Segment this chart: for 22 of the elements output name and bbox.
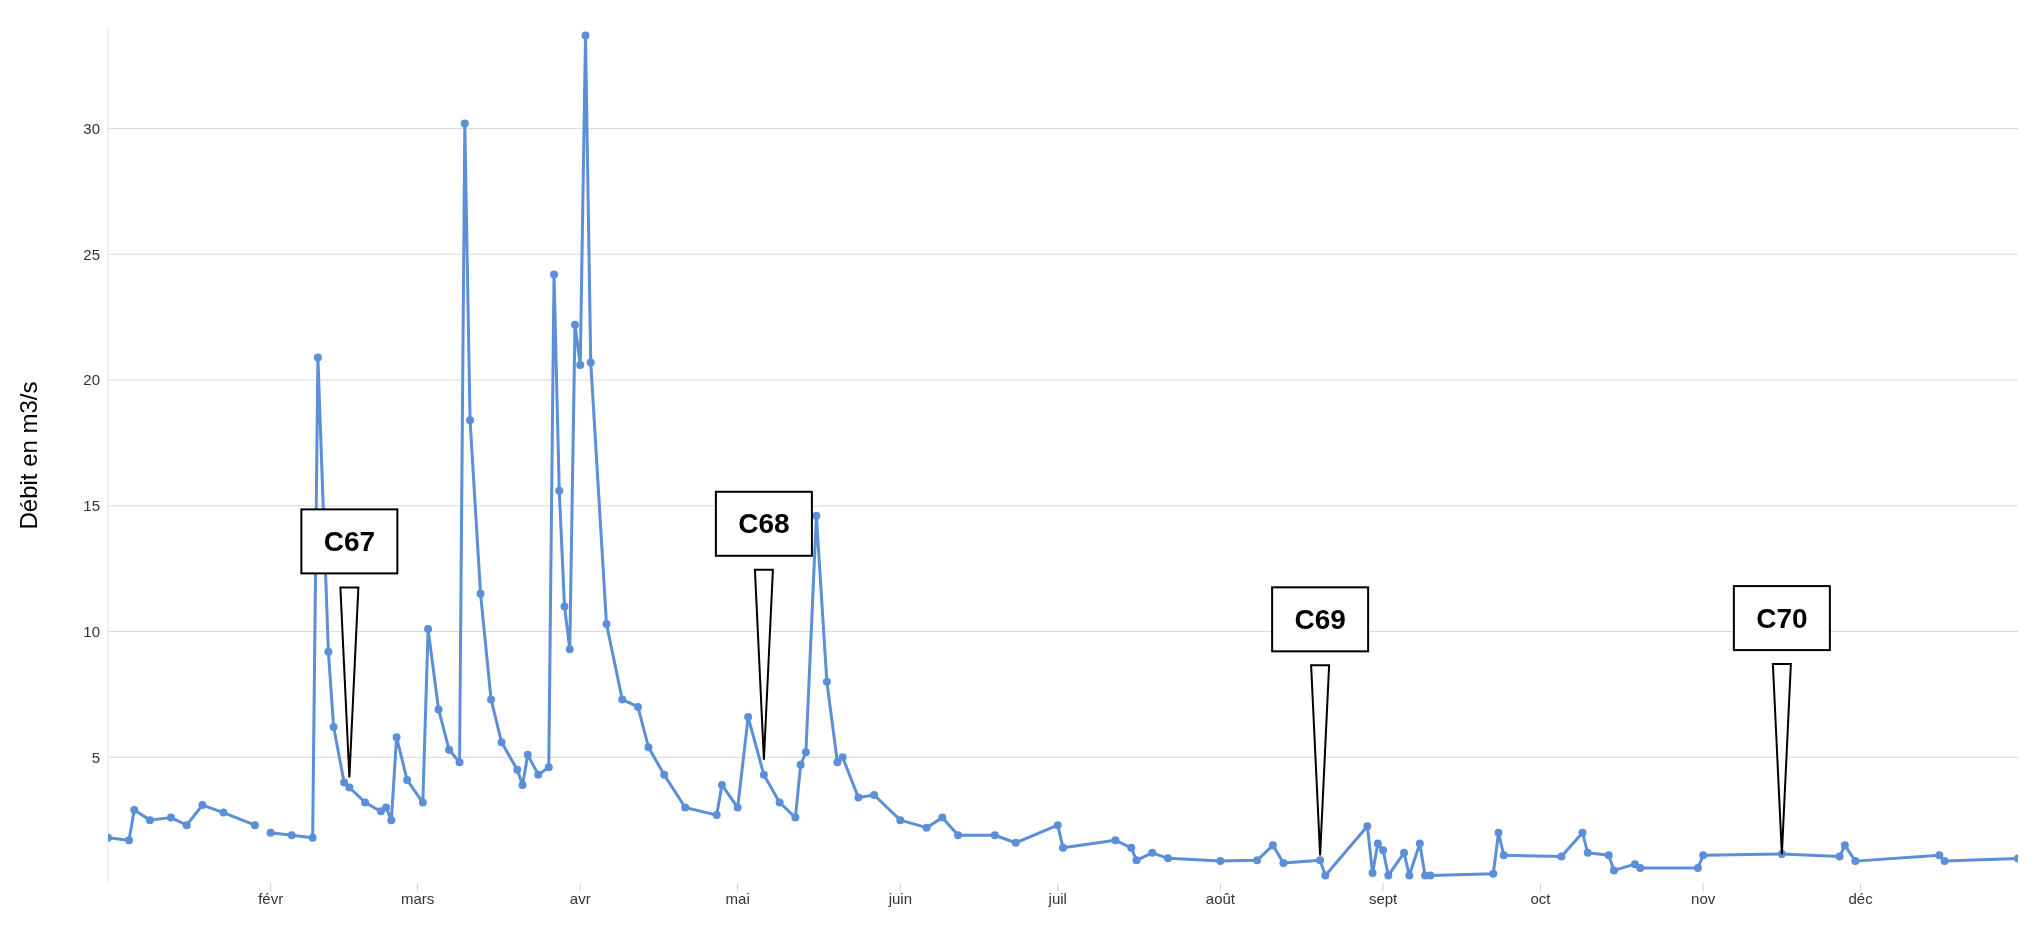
x-tick-label: oct [1530,889,1552,907]
annotation: C69 [1294,603,1346,635]
x-tick-label: avr [569,889,591,907]
annotation: C67 [323,525,376,557]
x-tick-label: déc [1848,889,1874,907]
x-tick-label: juil [1047,889,1067,907]
x-tick-label: mai [725,889,750,907]
x-tick-label: févr [258,889,284,907]
annotation: C70 [1756,602,1808,634]
x-tick-label: sept [1368,889,1399,907]
y-tick-label: 30 [83,119,100,137]
y-tick-label: 15 [83,497,100,515]
y-axis-title: Débit en m3/s [14,381,42,530]
y-tick-label: 5 [91,748,100,766]
x-tick-label: mars [400,889,435,907]
x-tick-label: nov [1691,889,1716,907]
annotation: C68 [738,508,790,540]
y-tick-label: 10 [83,622,100,640]
x-tick-label: juin [887,889,913,907]
y-tick-label: 25 [83,245,100,263]
x-tick-label: août [1205,889,1236,907]
y-tick-label: 20 [83,371,100,389]
